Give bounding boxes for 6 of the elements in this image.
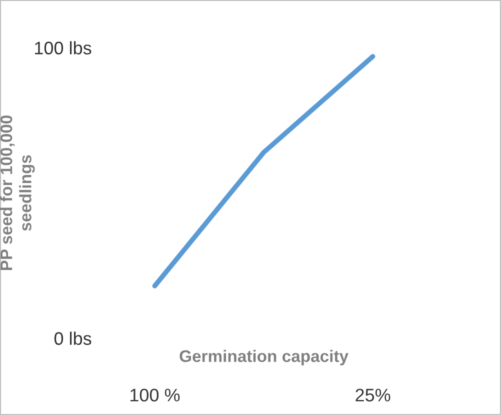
y-axis-title: PP seed for 100,000 seedlings: [0, 116, 35, 270]
y-tick-label: 100 lbs: [35, 41, 92, 54]
x-tick-label: 25%: [356, 388, 390, 402]
x-axis-title: Germination capacity: [180, 350, 348, 366]
x-tick-label: 100 %: [130, 388, 180, 402]
y-tick-label: 0 lbs: [54, 332, 92, 345]
